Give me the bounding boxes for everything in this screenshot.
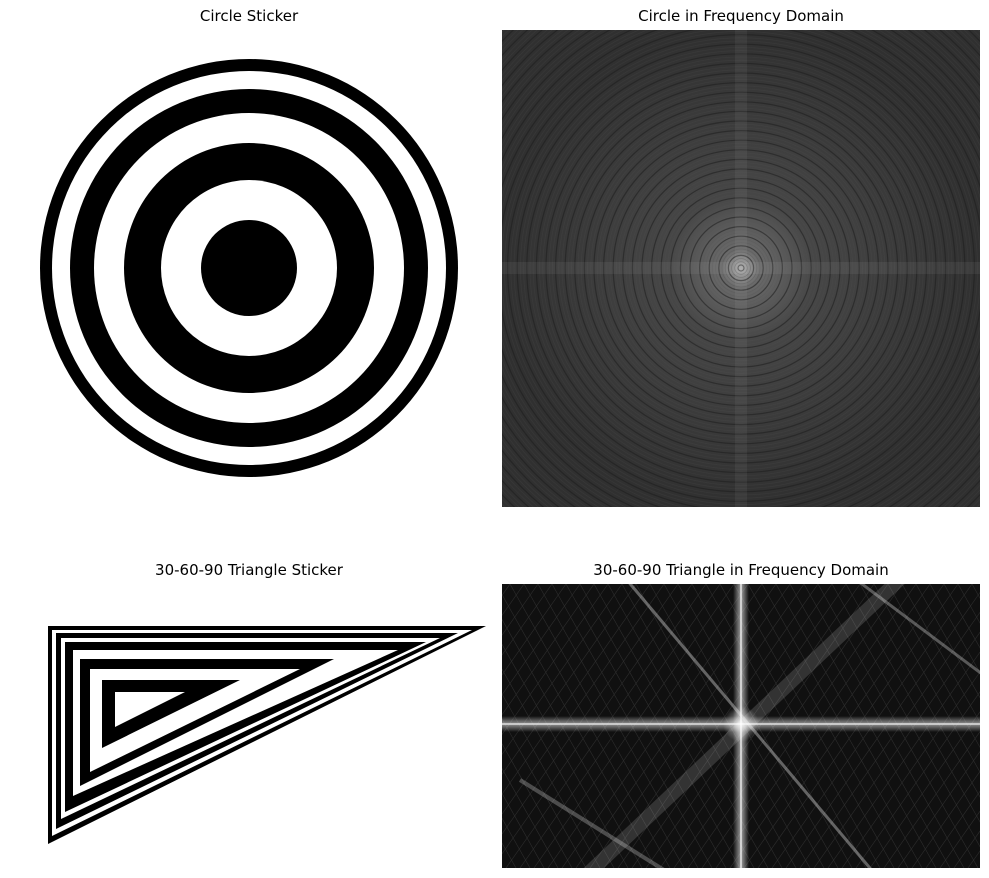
title-triangle-frequency: 30-60-90 Triangle in Frequency Domain — [593, 561, 889, 579]
circle-sticker-image — [40, 59, 458, 477]
title-circle-frequency: Circle in Frequency Domain — [638, 7, 844, 25]
triangle-sticker-image — [48, 626, 486, 844]
title-triangle-sticker: 30-60-90 Triangle Sticker — [155, 561, 343, 579]
title-circle-sticker: Circle Sticker — [199, 7, 299, 25]
triangle-frequency-image — [502, 584, 980, 868]
circle-frequency-image — [502, 30, 980, 507]
